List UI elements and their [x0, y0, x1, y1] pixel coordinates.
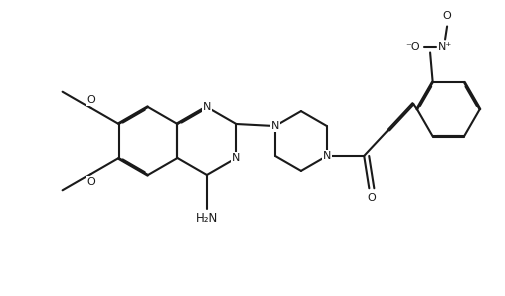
Text: N: N: [322, 151, 330, 161]
Text: ⁻O: ⁻O: [404, 43, 419, 52]
Text: O: O: [86, 95, 95, 105]
Text: O: O: [86, 177, 95, 187]
Text: N: N: [232, 153, 240, 163]
Text: O: O: [366, 193, 375, 203]
Text: N⁺: N⁺: [437, 43, 451, 52]
Text: N: N: [270, 121, 279, 131]
Text: H₂N: H₂N: [195, 213, 218, 226]
Text: N: N: [203, 102, 211, 112]
Text: O: O: [442, 12, 450, 22]
